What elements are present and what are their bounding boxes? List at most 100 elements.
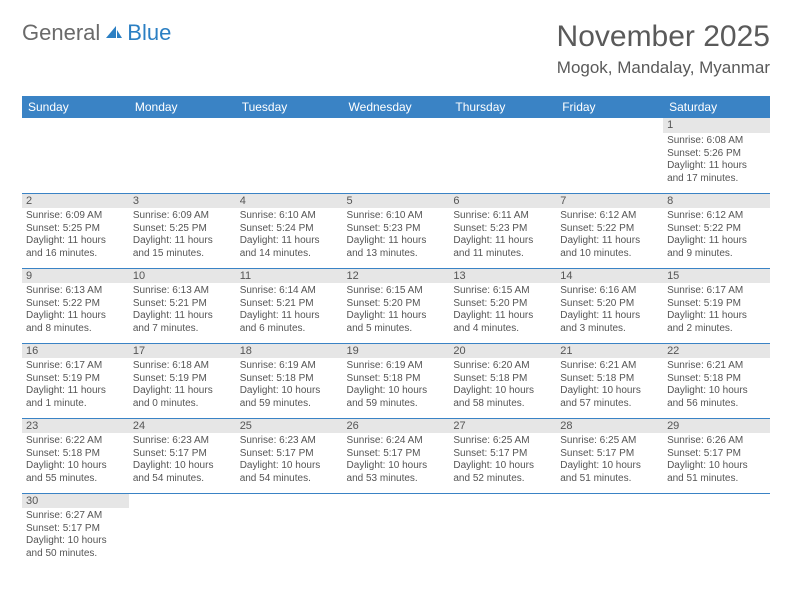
sunrise-text: Sunrise: 6:12 AM [560, 210, 659, 223]
day-number-cell: 16 [22, 343, 129, 358]
day-number-cell: 27 [449, 418, 556, 433]
daylight-text: Daylight: 11 hours and 7 minutes. [133, 310, 232, 335]
sunset-text: Sunset: 5:25 PM [133, 223, 232, 236]
sunrise-text: Sunrise: 6:17 AM [26, 360, 125, 373]
day-number-cell: 7 [556, 193, 663, 208]
day-cell: Sunrise: 6:24 AMSunset: 5:17 PMDaylight:… [343, 433, 450, 493]
day-number-cell: 11 [236, 268, 343, 283]
day-content: Sunrise: 6:20 AMSunset: 5:18 PMDaylight:… [449, 358, 556, 414]
day-content: Sunrise: 6:12 AMSunset: 5:22 PMDaylight:… [556, 208, 663, 264]
daylight-text: Daylight: 11 hours and 14 minutes. [240, 235, 339, 260]
title-block: November 2025 Mogok, Mandalay, Myanmar [557, 20, 770, 78]
daylight-text: Daylight: 11 hours and 13 minutes. [347, 235, 446, 260]
day-number-cell [663, 493, 770, 508]
day-number-row: 1 [22, 118, 770, 133]
sunrise-text: Sunrise: 6:24 AM [347, 435, 446, 448]
sunset-text: Sunset: 5:17 PM [667, 448, 766, 461]
weekday-header: Friday [556, 96, 663, 118]
sunrise-text: Sunrise: 6:12 AM [667, 210, 766, 223]
daylight-text: Daylight: 11 hours and 6 minutes. [240, 310, 339, 335]
day-content: Sunrise: 6:16 AMSunset: 5:20 PMDaylight:… [556, 283, 663, 339]
sunset-text: Sunset: 5:21 PM [240, 298, 339, 311]
daylight-text: Daylight: 10 hours and 53 minutes. [347, 460, 446, 485]
day-number-row: 9101112131415 [22, 268, 770, 283]
day-content: Sunrise: 6:21 AMSunset: 5:18 PMDaylight:… [663, 358, 770, 414]
day-number-row: 30 [22, 493, 770, 508]
day-number-cell: 9 [22, 268, 129, 283]
day-cell [343, 133, 450, 193]
sunset-text: Sunset: 5:21 PM [133, 298, 232, 311]
day-cell: Sunrise: 6:21 AMSunset: 5:18 PMDaylight:… [556, 358, 663, 418]
day-number-cell: 13 [449, 268, 556, 283]
day-cell: Sunrise: 6:20 AMSunset: 5:18 PMDaylight:… [449, 358, 556, 418]
daylight-text: Daylight: 10 hours and 51 minutes. [560, 460, 659, 485]
day-cell [236, 133, 343, 193]
day-content: Sunrise: 6:09 AMSunset: 5:25 PMDaylight:… [129, 208, 236, 264]
day-number-cell [129, 493, 236, 508]
sunset-text: Sunset: 5:17 PM [453, 448, 552, 461]
day-content: Sunrise: 6:22 AMSunset: 5:18 PMDaylight:… [22, 433, 129, 489]
day-content-row: Sunrise: 6:08 AMSunset: 5:26 PMDaylight:… [22, 133, 770, 193]
logo-text-blue: Blue [127, 20, 171, 46]
day-content-row: Sunrise: 6:17 AMSunset: 5:19 PMDaylight:… [22, 358, 770, 418]
day-content: Sunrise: 6:19 AMSunset: 5:18 PMDaylight:… [236, 358, 343, 414]
day-cell: Sunrise: 6:09 AMSunset: 5:25 PMDaylight:… [22, 208, 129, 268]
day-cell: Sunrise: 6:10 AMSunset: 5:24 PMDaylight:… [236, 208, 343, 268]
day-content: Sunrise: 6:26 AMSunset: 5:17 PMDaylight:… [663, 433, 770, 489]
day-content: Sunrise: 6:19 AMSunset: 5:18 PMDaylight:… [343, 358, 450, 414]
daylight-text: Daylight: 10 hours and 54 minutes. [133, 460, 232, 485]
weekday-header: Wednesday [343, 96, 450, 118]
daylight-text: Daylight: 11 hours and 4 minutes. [453, 310, 552, 335]
day-cell: Sunrise: 6:22 AMSunset: 5:18 PMDaylight:… [22, 433, 129, 493]
sunset-text: Sunset: 5:24 PM [240, 223, 339, 236]
day-cell: Sunrise: 6:27 AMSunset: 5:17 PMDaylight:… [22, 508, 129, 568]
sunset-text: Sunset: 5:17 PM [240, 448, 339, 461]
day-number-cell: 20 [449, 343, 556, 358]
day-cell: Sunrise: 6:21 AMSunset: 5:18 PMDaylight:… [663, 358, 770, 418]
day-cell: Sunrise: 6:12 AMSunset: 5:22 PMDaylight:… [556, 208, 663, 268]
day-number-cell: 17 [129, 343, 236, 358]
sunset-text: Sunset: 5:20 PM [560, 298, 659, 311]
day-cell: Sunrise: 6:08 AMSunset: 5:26 PMDaylight:… [663, 133, 770, 193]
sunrise-text: Sunrise: 6:13 AM [26, 285, 125, 298]
sunset-text: Sunset: 5:19 PM [26, 373, 125, 386]
day-cell: Sunrise: 6:26 AMSunset: 5:17 PMDaylight:… [663, 433, 770, 493]
daylight-text: Daylight: 10 hours and 54 minutes. [240, 460, 339, 485]
sunrise-text: Sunrise: 6:17 AM [667, 285, 766, 298]
sunrise-text: Sunrise: 6:09 AM [26, 210, 125, 223]
sunrise-text: Sunrise: 6:08 AM [667, 135, 766, 148]
day-content: Sunrise: 6:11 AMSunset: 5:23 PMDaylight:… [449, 208, 556, 264]
day-cell [449, 133, 556, 193]
sunset-text: Sunset: 5:18 PM [560, 373, 659, 386]
day-cell: Sunrise: 6:14 AMSunset: 5:21 PMDaylight:… [236, 283, 343, 343]
sunrise-text: Sunrise: 6:21 AM [560, 360, 659, 373]
daylight-text: Daylight: 11 hours and 9 minutes. [667, 235, 766, 260]
day-number-cell [343, 118, 450, 133]
sunrise-text: Sunrise: 6:15 AM [347, 285, 446, 298]
month-title: November 2025 [557, 20, 770, 54]
header: General Blue November 2025 Mogok, Mandala… [22, 20, 770, 78]
sunset-text: Sunset: 5:20 PM [453, 298, 552, 311]
day-cell: Sunrise: 6:10 AMSunset: 5:23 PMDaylight:… [343, 208, 450, 268]
daylight-text: Daylight: 11 hours and 1 minute. [26, 385, 125, 410]
day-cell: Sunrise: 6:18 AMSunset: 5:19 PMDaylight:… [129, 358, 236, 418]
day-number-cell: 10 [129, 268, 236, 283]
sunset-text: Sunset: 5:18 PM [240, 373, 339, 386]
day-number-cell [236, 118, 343, 133]
logo-text-general: General [22, 20, 100, 46]
sunrise-text: Sunrise: 6:23 AM [133, 435, 232, 448]
day-number-cell [343, 493, 450, 508]
day-content: Sunrise: 6:24 AMSunset: 5:17 PMDaylight:… [343, 433, 450, 489]
day-content: Sunrise: 6:21 AMSunset: 5:18 PMDaylight:… [556, 358, 663, 414]
day-cell: Sunrise: 6:15 AMSunset: 5:20 PMDaylight:… [449, 283, 556, 343]
sunset-text: Sunset: 5:17 PM [133, 448, 232, 461]
sunrise-text: Sunrise: 6:15 AM [453, 285, 552, 298]
day-content: Sunrise: 6:23 AMSunset: 5:17 PMDaylight:… [129, 433, 236, 489]
sunrise-text: Sunrise: 6:23 AM [240, 435, 339, 448]
daylight-text: Daylight: 10 hours and 56 minutes. [667, 385, 766, 410]
day-number-cell: 23 [22, 418, 129, 433]
day-number-row: 16171819202122 [22, 343, 770, 358]
day-number-row: 23242526272829 [22, 418, 770, 433]
day-cell: Sunrise: 6:23 AMSunset: 5:17 PMDaylight:… [236, 433, 343, 493]
day-number-cell [22, 118, 129, 133]
